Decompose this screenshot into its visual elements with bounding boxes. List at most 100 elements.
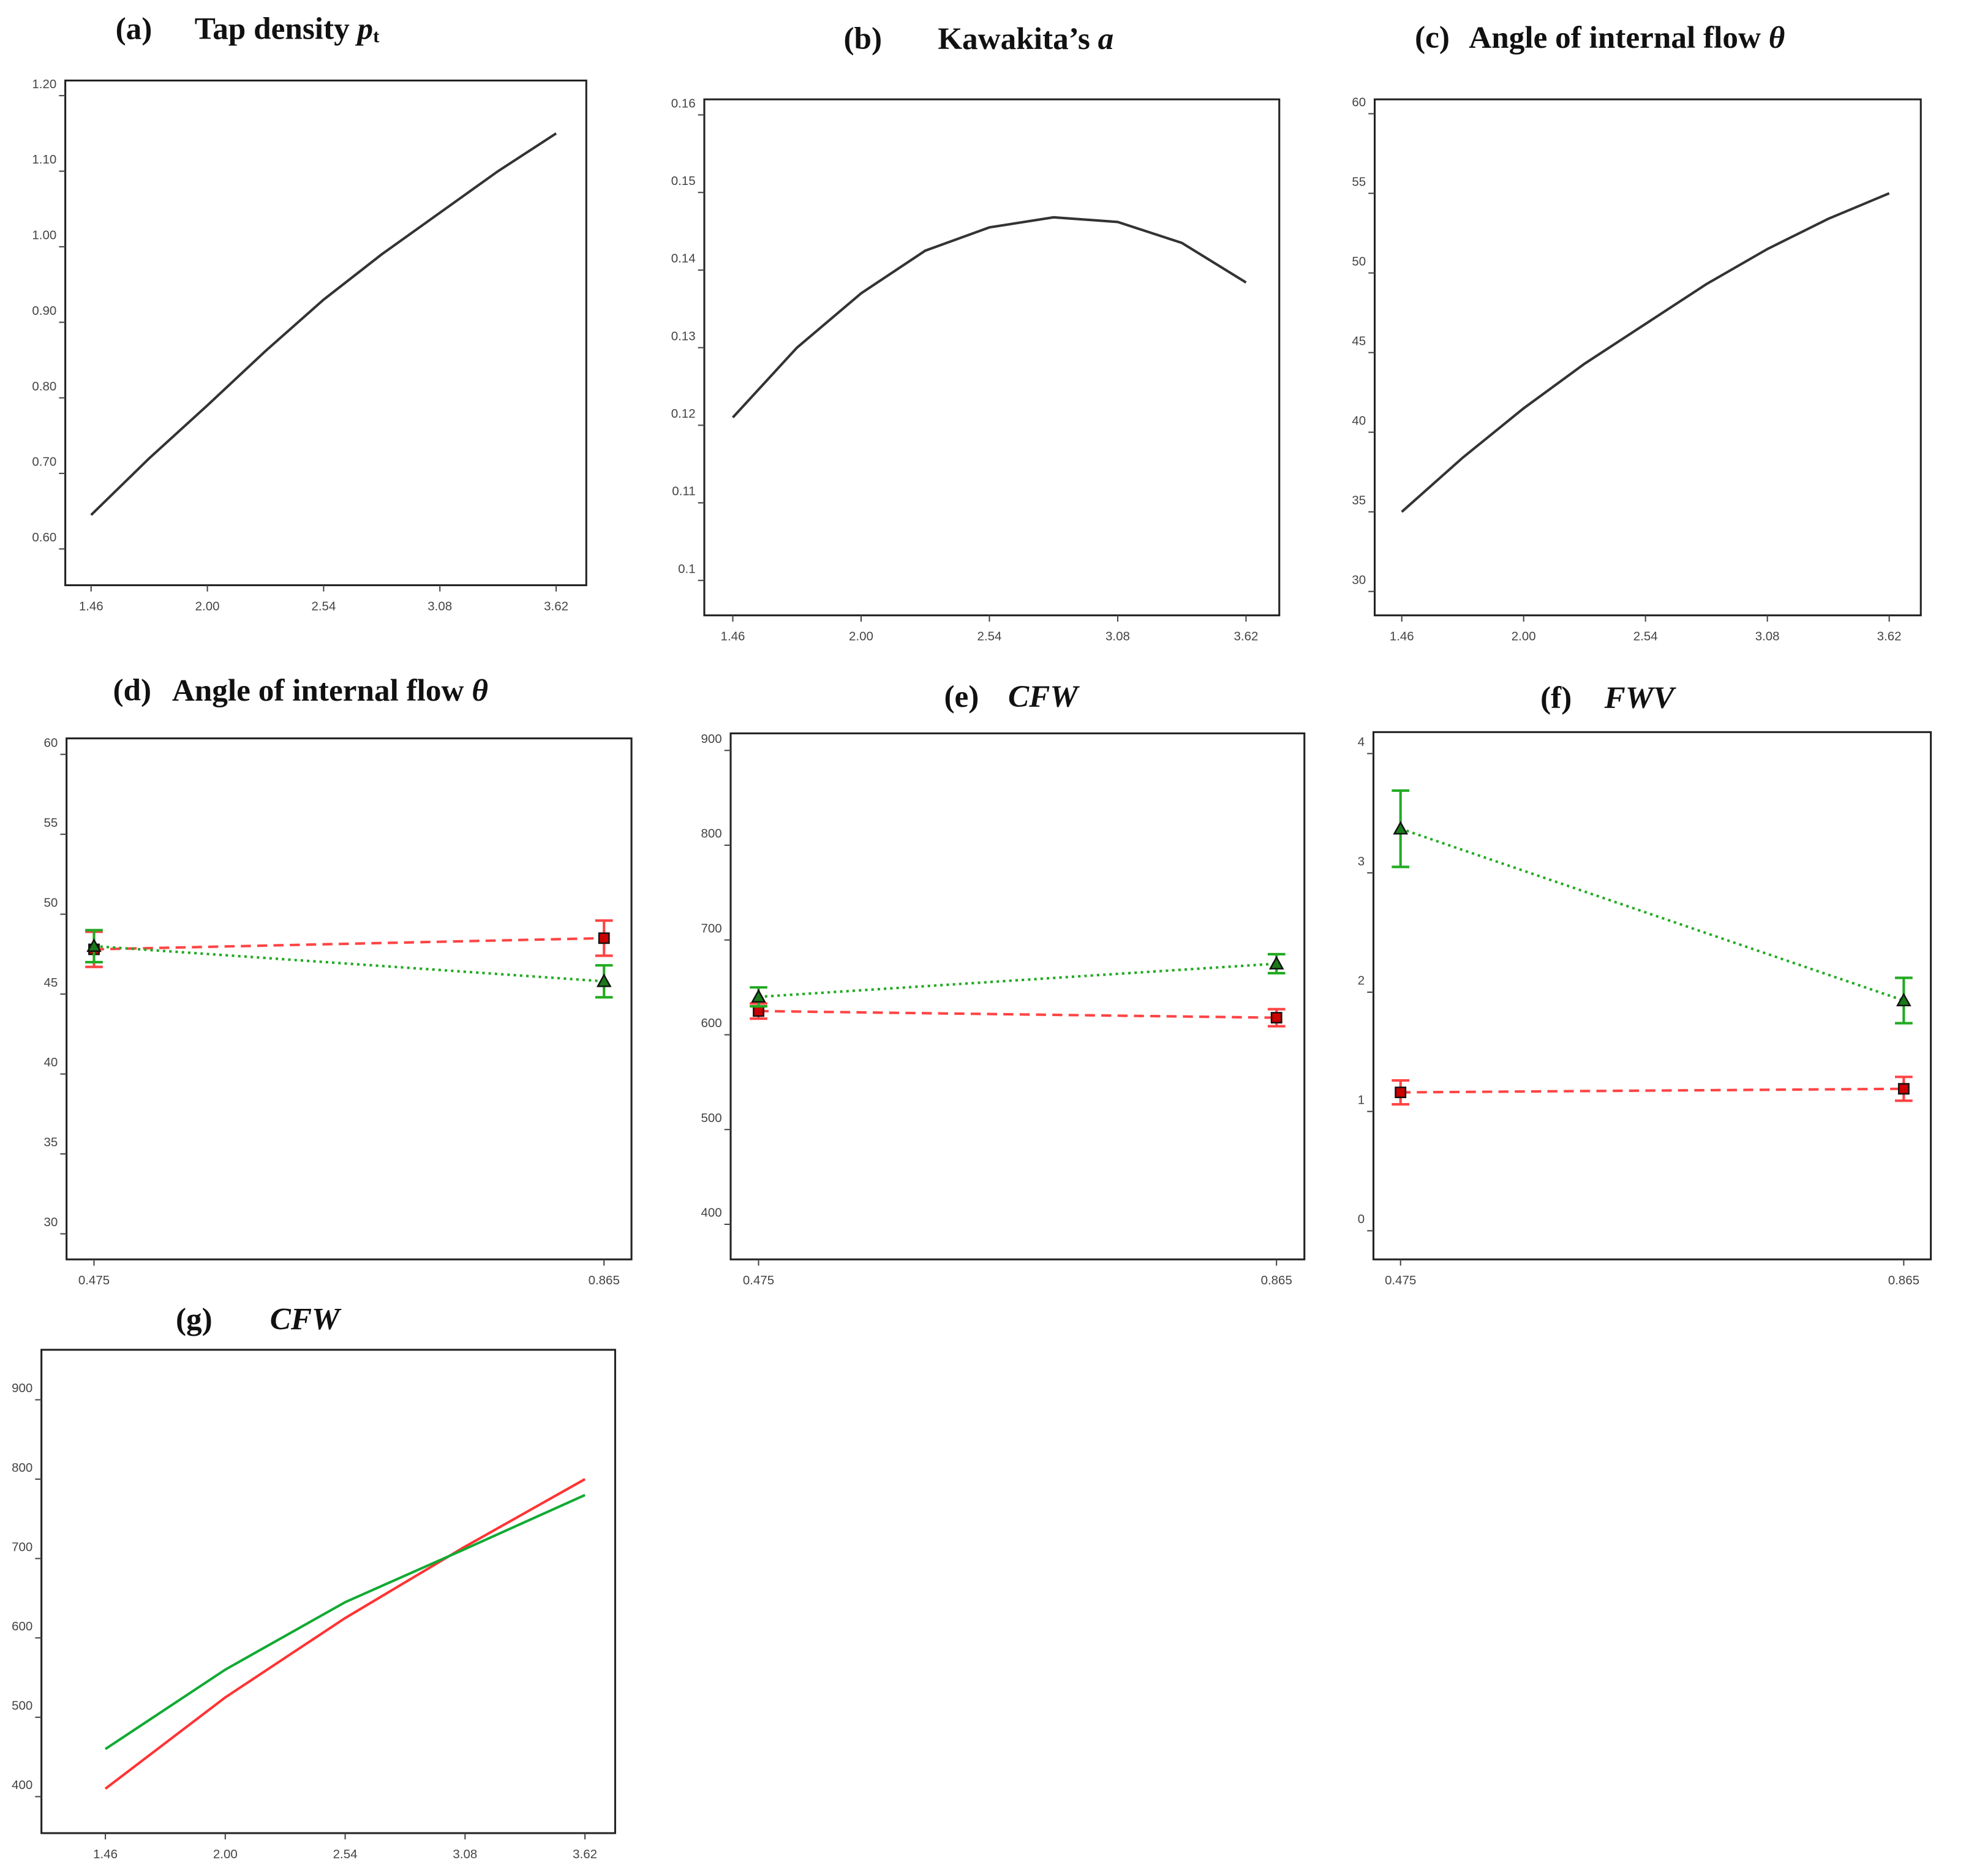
x-tick-label: 0.865 — [1261, 1273, 1292, 1287]
y-tick-label: 0.60 — [32, 530, 56, 544]
chart: (a) Tap density pt 0.60 0.70 0.80 0.90 1.00 1.1… — [32, 11, 587, 614]
panel-label: (g) — [176, 1302, 213, 1337]
x-tick-label: 1.46 — [1390, 630, 1414, 644]
marker — [86, 938, 102, 952]
plot-frame — [729, 732, 1306, 1260]
y-tick-label: 45 — [1352, 334, 1366, 348]
y-tick-label: 500 — [701, 1111, 721, 1125]
series-line — [94, 936, 604, 951]
x-tick-label: 1.46 — [721, 630, 745, 644]
x-tick-label: 2.54 — [977, 630, 1002, 644]
y-tick-label: 35 — [1352, 493, 1366, 507]
y-tick-label: 60 — [43, 736, 58, 750]
series-line — [94, 944, 604, 983]
y-tick-label: 500 — [12, 1699, 32, 1713]
y-tick-label: 3 — [1358, 854, 1365, 868]
marker — [1395, 1087, 1407, 1098]
y-tick-label: 1.10 — [32, 153, 56, 167]
series-line — [758, 1009, 1277, 1019]
plot-frame — [64, 79, 587, 587]
y-tick-label: 0.12 — [671, 407, 696, 421]
y-tick-label: 1 — [1358, 1093, 1365, 1107]
title-text: Angle of internal flow — [1469, 20, 1769, 55]
panel-label: (d) — [113, 673, 151, 708]
x-tick-label: 3.08 — [427, 600, 452, 614]
series-line — [1400, 1087, 1904, 1094]
y-tick-label: 0.14 — [671, 252, 696, 266]
chart-title: Tap density pt — [195, 11, 380, 47]
x-tick-label: 2.00 — [1512, 630, 1536, 644]
panel-label: (f) — [1540, 680, 1572, 715]
plot-frame — [703, 98, 1281, 617]
y-tick-label: 700 — [12, 1540, 32, 1554]
y-tick-label: 2 — [1358, 974, 1365, 988]
plot-frame — [66, 737, 633, 1260]
y-tick-label: 600 — [701, 1016, 721, 1030]
x-tick-label: 0.865 — [1888, 1273, 1919, 1287]
y-tick-label: 900 — [701, 732, 721, 746]
marker — [1897, 1083, 1910, 1095]
panel-label: (e) — [944, 679, 979, 714]
y-tick-label: 1.00 — [32, 228, 56, 243]
marker — [1393, 821, 1409, 835]
title-subscript: t — [373, 26, 380, 47]
y-tick-label: 0.11 — [672, 484, 695, 499]
y-tick-label: 0 — [1358, 1212, 1365, 1226]
x-tick-label: 3.62 — [544, 600, 568, 614]
title-text: Tap density — [195, 11, 358, 46]
chart-title: Angle of internal flow θ — [1469, 20, 1785, 55]
series-line — [104, 1478, 586, 1790]
y-tick-label: 55 — [43, 816, 58, 830]
y-tick-label: 0.1 — [678, 562, 695, 576]
chart: (e) CFW 400 500 600 700 800 900 0.475 0.865 — [701, 679, 1306, 1287]
x-tick-label: 0.475 — [1385, 1273, 1416, 1287]
x-tick-label: 1.46 — [79, 600, 104, 614]
x-tick-label: 2.00 — [849, 630, 873, 644]
panel-label: (b) — [843, 21, 882, 56]
x-tick-label: 2.54 — [333, 1847, 358, 1861]
y-tick-label: 0.15 — [671, 174, 696, 188]
series-line — [1400, 827, 1905, 1002]
y-tick-label: 800 — [701, 827, 721, 841]
title-variable: CFW — [1008, 679, 1080, 714]
chart-title: Kawakita’s a — [938, 21, 1113, 56]
chart: (c) Angle of internal flow θ 30 35 40 45 50 55 6… — [1352, 20, 1922, 644]
title-variable: p — [355, 11, 374, 46]
series-line — [731, 216, 1247, 419]
y-tick-label: 0.16 — [671, 96, 696, 110]
x-tick-label: 3.08 — [453, 1847, 477, 1861]
title-variable: θ — [1769, 20, 1785, 55]
y-tick-label: 0.80 — [32, 379, 56, 393]
panel-label: (c) — [1415, 20, 1450, 55]
x-tick-label: 2.54 — [1633, 630, 1658, 644]
x-tick-label: 0.475 — [78, 1273, 110, 1287]
series-line — [90, 132, 557, 516]
y-tick-label: 0.70 — [32, 455, 56, 469]
y-tick-label: 50 — [1352, 254, 1366, 268]
y-tick-label: 35 — [43, 1136, 58, 1150]
y-tick-label: 1.20 — [32, 77, 56, 91]
title-text: Kawakita’s — [938, 21, 1098, 56]
marker — [598, 932, 610, 944]
x-tick-label: 1.46 — [93, 1847, 118, 1861]
chart: (b) Kawakita’s a 0.1 0.11 0.12 0.13 0.14 0.15 0.… — [671, 21, 1281, 644]
x-tick-label: 2.54 — [311, 600, 336, 614]
marker — [1270, 1012, 1282, 1024]
y-tick-label: 4 — [1358, 735, 1365, 749]
chart: (g) CFW 400 500 600 700 800 900 1.46 2.00 2.54 3.08… — [12, 1302, 616, 1861]
y-tick-label: 400 — [701, 1206, 721, 1220]
x-tick-label: 3.62 — [1877, 630, 1902, 644]
y-tick-label: 700 — [701, 921, 721, 935]
y-tick-label: 60 — [1352, 95, 1366, 109]
title-variable: a — [1098, 21, 1114, 56]
y-tick-label: 400 — [12, 1778, 32, 1792]
y-tick-label: 30 — [1352, 573, 1366, 587]
x-tick-label: 3.08 — [1105, 630, 1130, 644]
title-variable: CFW — [270, 1302, 342, 1337]
y-tick-label: 600 — [12, 1619, 32, 1633]
title-text: Angle of internal flow — [172, 673, 472, 708]
chart: (d) Angle of internal flow θ 30 35 40 45 50 55 6… — [43, 673, 633, 1287]
y-tick-label: 40 — [43, 1055, 58, 1069]
